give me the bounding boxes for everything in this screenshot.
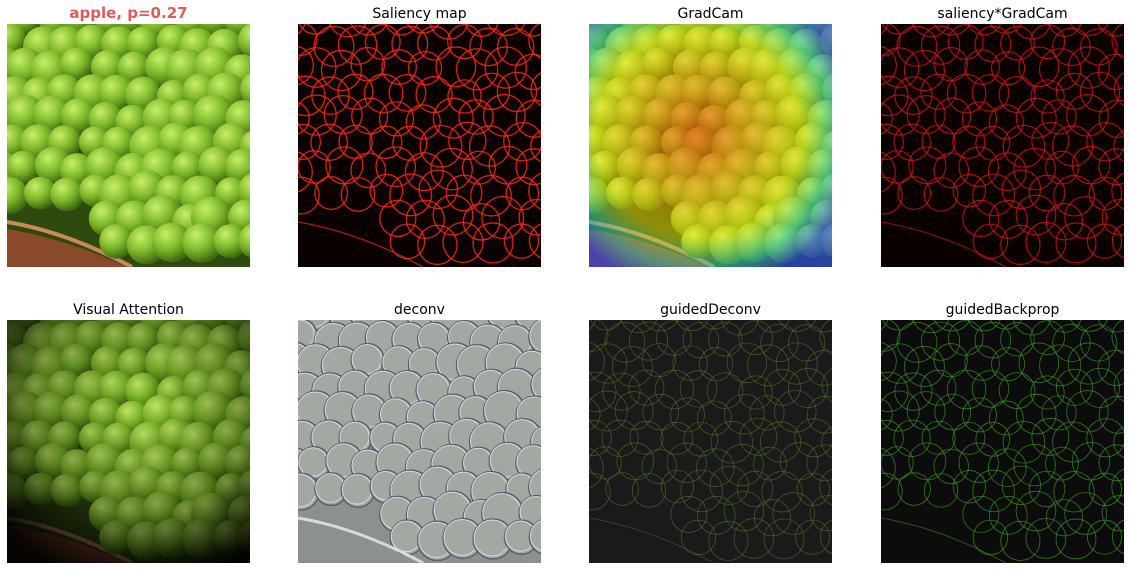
guided-backprop-title: guidedBackprop: [945, 302, 1060, 318]
guided-backprop-image: [881, 320, 1124, 563]
visual-attention-image: [7, 320, 250, 563]
guided-deconv-image: [589, 320, 832, 563]
gradcam-image: [589, 24, 832, 267]
prediction-title: apple, p=0.27: [69, 4, 188, 22]
gradcam-title: GradCam: [677, 6, 744, 22]
saliency-gradcam-title: saliency*GradCam: [937, 6, 1068, 22]
deconv-title: deconv: [394, 302, 445, 318]
saliency-map-title: Saliency map: [372, 6, 467, 22]
saliency-map-image: [298, 24, 541, 267]
original-image: [7, 24, 250, 267]
deconv-image: [298, 320, 541, 563]
saliency-gradcam-image: [881, 24, 1124, 267]
visual-attention-title: Visual Attention: [73, 302, 184, 318]
guided-deconv-title: guidedDeconv: [660, 302, 761, 318]
